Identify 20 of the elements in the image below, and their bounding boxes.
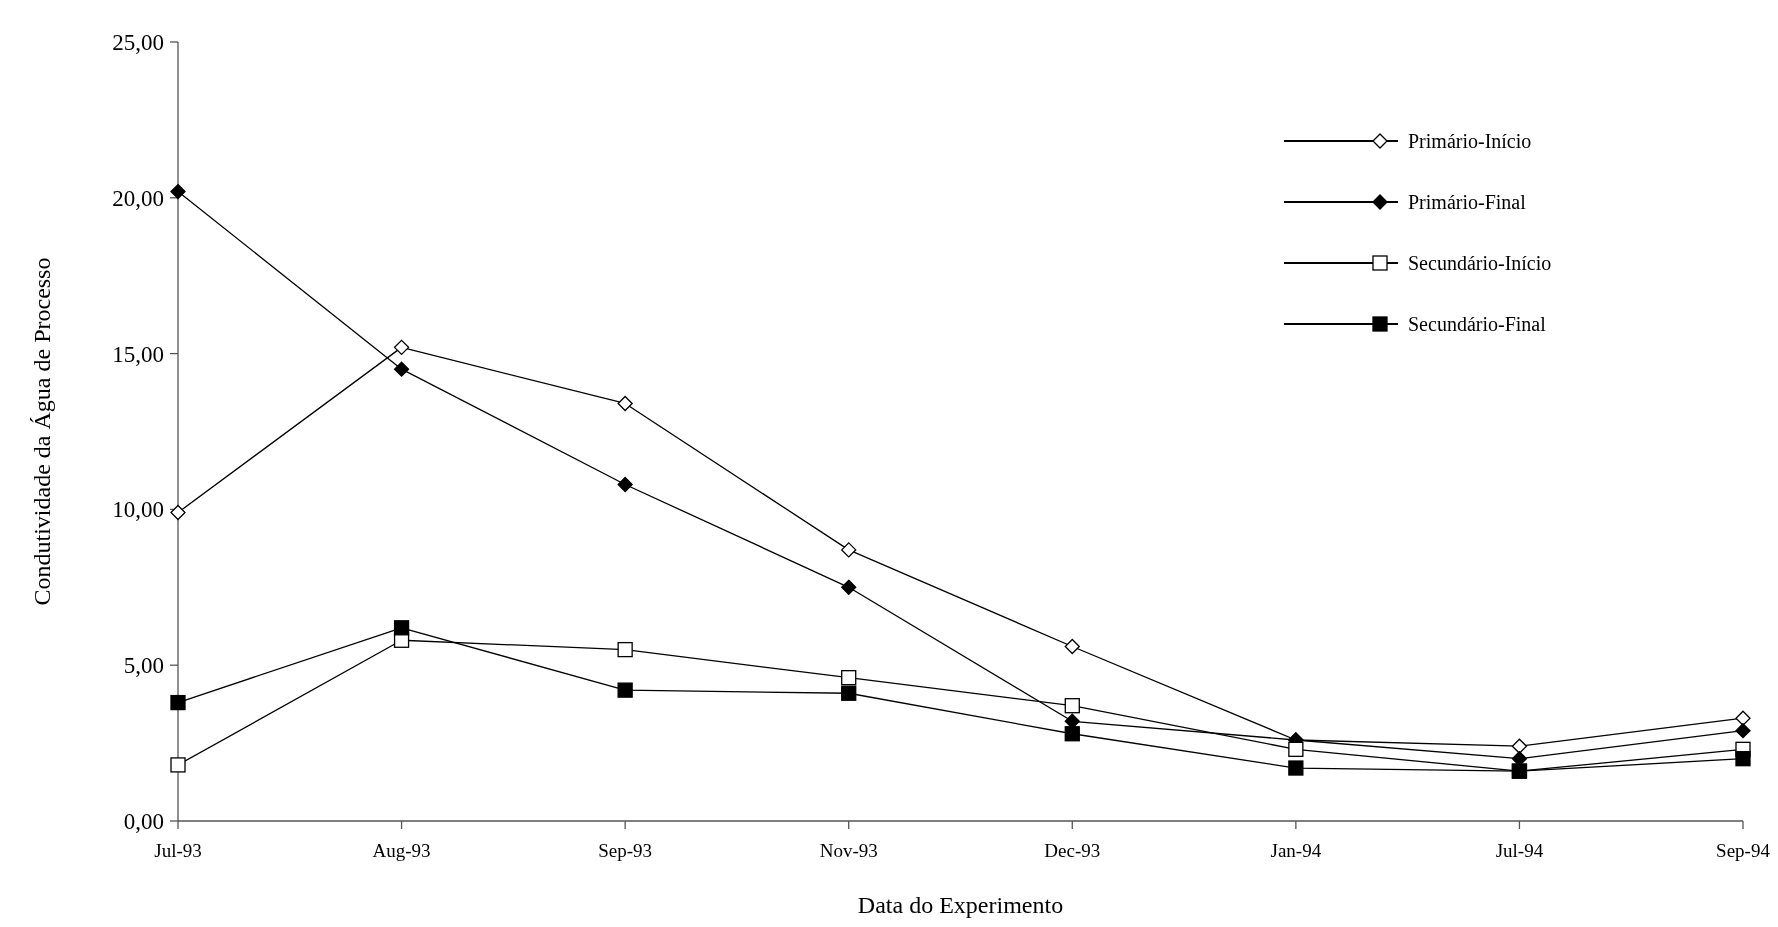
legend-label: Secundário-Início (1408, 252, 1552, 274)
x-tick-label: Nov-93 (819, 840, 878, 861)
y-tick-label: 25,00 (112, 30, 164, 56)
x-tick-label: Jul-94 (1495, 840, 1544, 861)
x-tick-label: Jan-94 (1270, 840, 1322, 861)
y-tick-label: 0,00 (123, 809, 164, 835)
y-tick-label: 5,00 (123, 653, 164, 679)
x-tick-label: Dec-93 (1044, 840, 1101, 861)
x-tick-label: Sep-93 (598, 840, 653, 861)
legend-label: Secundário-Final (1408, 313, 1547, 335)
x-tick-label: Jul-93 (154, 840, 202, 861)
y-tick-label: 10,00 (112, 497, 164, 523)
y-tick-label: 15,00 (112, 341, 164, 367)
x-tick-label: Sep-94 (1716, 840, 1771, 861)
legend-label: Primário-Início (1408, 130, 1532, 152)
x-tick-label: Aug-93 (372, 840, 431, 861)
legend-label: Primário-Final (1408, 191, 1527, 213)
x-axis-title: Data do Experimento (857, 892, 1064, 918)
y-tick-label: 20,00 (112, 185, 164, 211)
y-axis-title: Condutividade da Água de Processo (29, 257, 55, 606)
